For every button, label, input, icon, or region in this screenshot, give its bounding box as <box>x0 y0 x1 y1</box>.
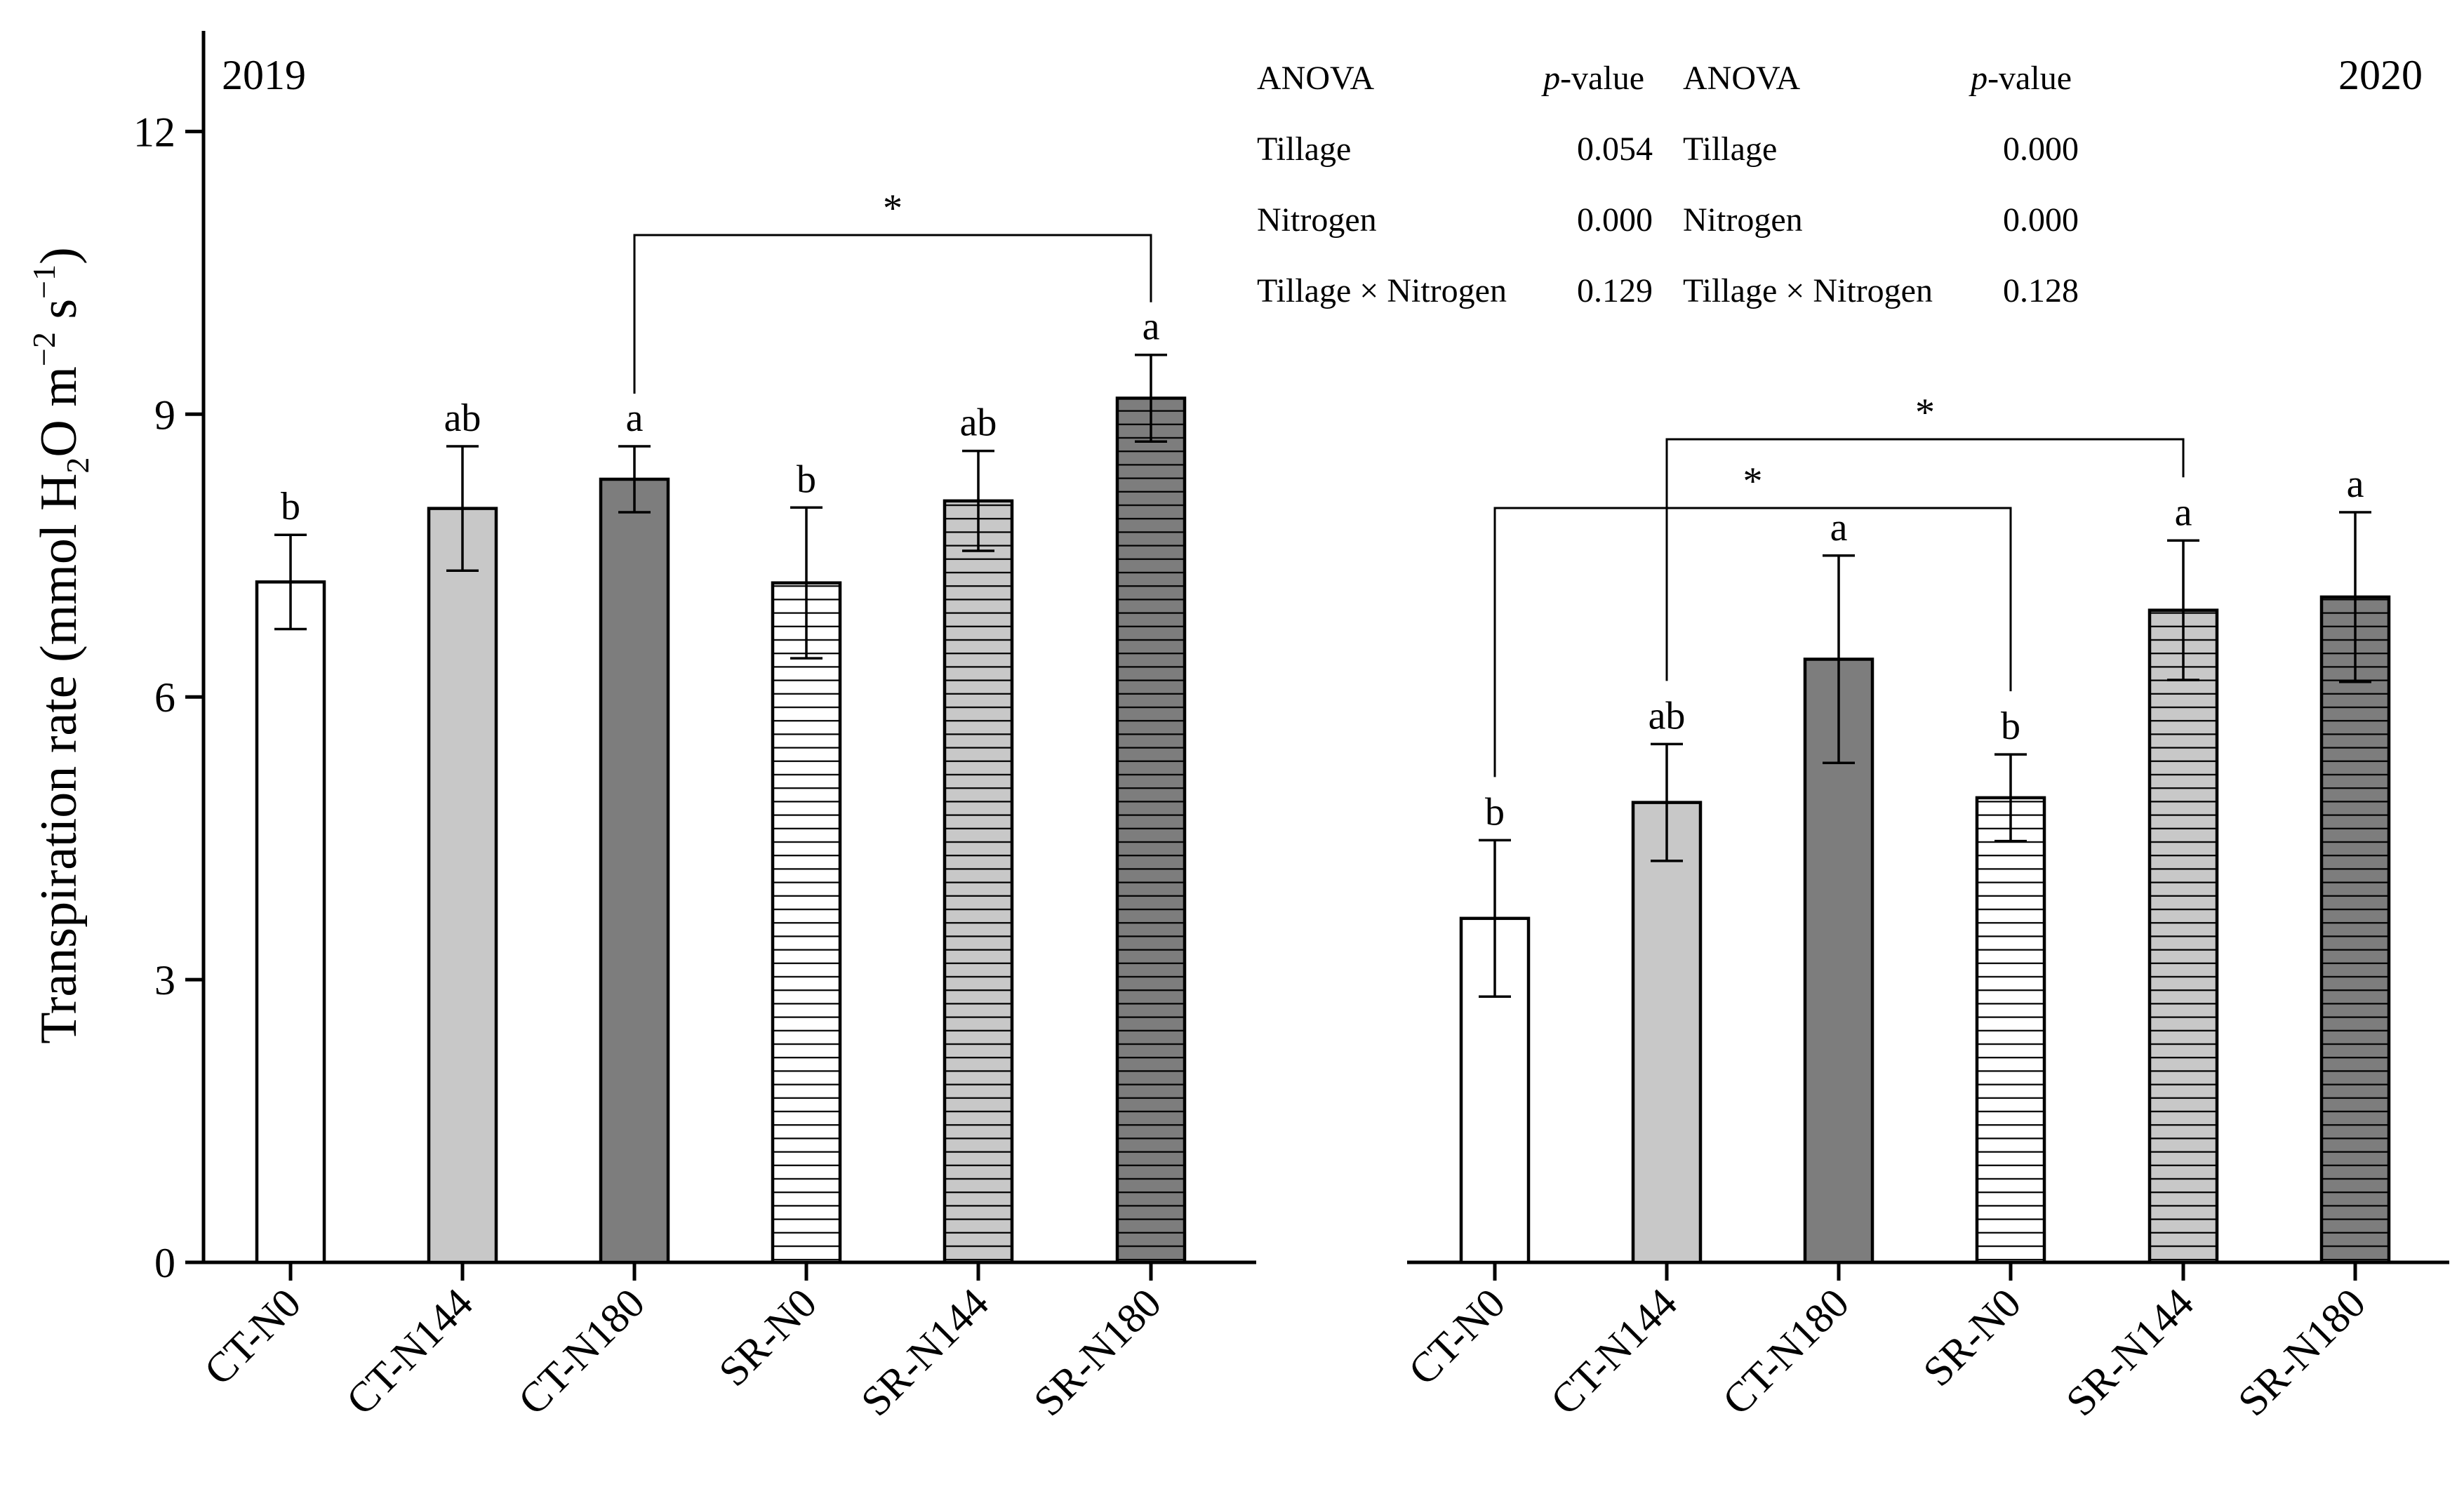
significance-letter-2019-CT-N180: a <box>626 396 644 440</box>
bar-2019-SR-N0 <box>771 581 842 1264</box>
significance-letter-2019-CT-N0: b <box>281 485 300 528</box>
significance-letter-2019-CT-N144: ab <box>444 396 481 440</box>
significance-letter-2019-SR-N0: b <box>797 458 816 501</box>
chart-marks: 036912bCT-N0abCT-N144aCT-N180bSR-N0abSR-… <box>133 31 2449 1424</box>
significance-star-2020: * <box>1915 391 1935 434</box>
significance-letter-2020-SR-N0: b <box>2001 705 2020 748</box>
x-category-label-2019: SR-N0 <box>710 1280 826 1396</box>
y-tick-label: 6 <box>154 674 175 721</box>
anova-table-2020: ANOVA p-value Tillage 0.000 Nitrogen 0.0… <box>1683 60 2079 309</box>
anova-factor-tillage-2020: Tillage <box>1683 131 1777 168</box>
bar-2020-SR-N0 <box>1975 796 2046 1264</box>
significance-bracket-2019 <box>633 234 1152 394</box>
significance-letter-2020-SR-N144: a <box>2175 490 2192 534</box>
bar-2019-SR-N144 <box>943 499 1014 1264</box>
significance-star-2019: * <box>883 187 903 230</box>
x-category-label-2019: SR-N180 <box>1025 1280 1170 1425</box>
y-axis-title: Transpiration rate (mmol H2O m−2 s−1) <box>26 247 95 1044</box>
anova-p-interaction-2020: 0.128 <box>2003 272 2079 309</box>
bar-2019-CT-N180 <box>599 477 670 1264</box>
x-category-label-2020: SR-N0 <box>1914 1280 2030 1396</box>
panel-year-2019: 2019 <box>222 52 306 98</box>
x-category-label-2020: CT-N0 <box>1399 1280 1514 1394</box>
anova-pvalue-header-2019: p-value <box>1541 60 1644 97</box>
significance-bracket-2020 <box>1493 507 2012 777</box>
significance-bracket-2020 <box>1665 438 2185 681</box>
anova-factor-nitrogen-2019: Nitrogen <box>1257 201 1377 239</box>
significance-letter-2019-SR-N144: ab <box>960 401 997 445</box>
y-tick-label: 12 <box>133 109 175 155</box>
bar-2020-SR-N180 <box>2319 595 2391 1264</box>
anova-p-nitrogen-2020: 0.000 <box>2003 201 2079 239</box>
significance-letter-2019-SR-N180: a <box>1143 305 1160 349</box>
significance-letter-2020-CT-N180: a <box>1830 506 1848 549</box>
panel-year-2020: 2020 <box>2338 52 2423 98</box>
anova-p-interaction-2019: 0.129 <box>1577 272 1653 309</box>
x-category-label-2019: SR-N144 <box>852 1280 997 1425</box>
x-category-label-2020: CT-N144 <box>1542 1280 1686 1424</box>
bar-2019-CT-N144 <box>427 507 498 1264</box>
anova-p-nitrogen-2019: 0.000 <box>1577 201 1653 239</box>
significance-star-2020: * <box>1743 460 1763 503</box>
anova-header-2020: ANOVA <box>1683 60 1800 97</box>
anova-factor-interaction-2020: Tillage × Nitrogen <box>1683 272 1933 309</box>
significance-letter-2020-SR-N180: a <box>2347 462 2364 506</box>
bar-2019-CT-N0 <box>255 580 326 1264</box>
x-category-label-2019: CT-N180 <box>510 1280 653 1424</box>
x-category-label-2020: SR-N144 <box>2057 1280 2202 1425</box>
y-tick-label: 0 <box>154 1240 175 1286</box>
anova-p-tillage-2019: 0.054 <box>1577 131 1653 168</box>
x-category-label-2020: CT-N180 <box>1714 1280 1858 1424</box>
significance-letter-2020-CT-N144: ab <box>1649 694 1686 737</box>
bar-2020-SR-N144 <box>2147 608 2219 1264</box>
x-category-label-2020: SR-N180 <box>2229 1280 2374 1425</box>
y-tick-label: 3 <box>154 957 175 1003</box>
anova-factor-interaction-2019: Tillage × Nitrogen <box>1257 272 1507 309</box>
bar-2019-SR-N180 <box>1115 396 1187 1264</box>
anova-table-2019: ANOVA p-value Tillage 0.054 Nitrogen 0.0… <box>1257 60 1653 309</box>
x-category-label-2019: CT-N0 <box>195 1280 309 1394</box>
anova-factor-tillage-2019: Tillage <box>1257 131 1351 168</box>
anova-header-2019: ANOVA <box>1257 60 1374 97</box>
anova-p-tillage-2020: 0.000 <box>2003 131 2079 168</box>
bar-2020-CT-N144 <box>1631 801 1703 1264</box>
anova-pvalue-header-2020: p-value <box>1969 60 2072 97</box>
y-tick-label: 9 <box>154 392 175 438</box>
x-category-label-2019: CT-N144 <box>338 1280 481 1424</box>
significance-letter-2020-CT-N0: b <box>1485 790 1505 834</box>
anova-factor-nitrogen-2020: Nitrogen <box>1683 201 1803 239</box>
